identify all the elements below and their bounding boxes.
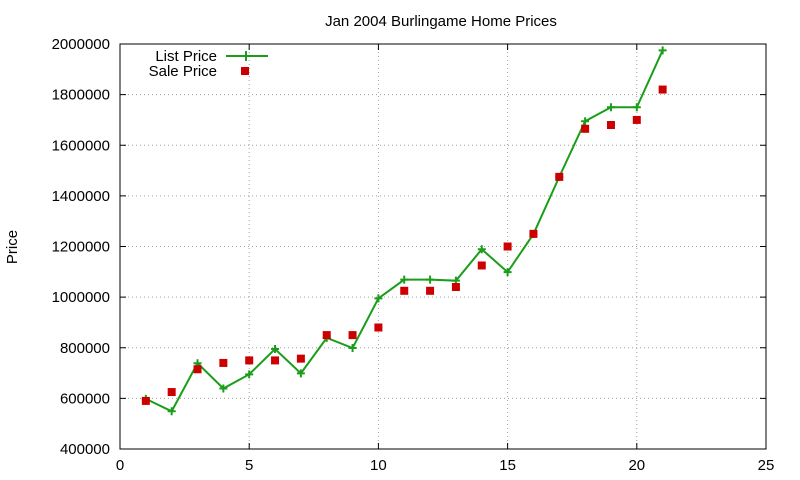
- legend-marker-sale-price: [241, 67, 249, 75]
- y-tick-label: 1800000: [52, 87, 110, 104]
- sale-price-point: [193, 365, 202, 374]
- sale-price-point: [348, 331, 357, 340]
- sale-price-point: [322, 331, 331, 340]
- sale-price-point: [219, 358, 228, 367]
- sale-price-point: [503, 242, 512, 251]
- y-tick-label: 400000: [60, 441, 110, 458]
- y-axis-label: Price: [4, 230, 21, 264]
- legend-plus-marker: [241, 51, 251, 61]
- legend-label-list-price: List Price: [155, 48, 217, 65]
- x-tick-label: 25: [758, 457, 775, 474]
- list-price-point: [245, 370, 254, 379]
- legend-label-sale-price: Sale Price: [149, 63, 217, 80]
- sale-price-point: [141, 396, 150, 405]
- list-price-point: [581, 117, 590, 126]
- x-tick-label: 0: [116, 457, 124, 474]
- list-price-point: [606, 103, 615, 112]
- sale-price-point: [400, 286, 409, 295]
- legend: List Price Sale Price: [149, 48, 268, 80]
- sale-price-point: [374, 323, 383, 332]
- list-price-point: [503, 268, 512, 277]
- list-price-point: [632, 103, 641, 112]
- list-price-point: [348, 344, 357, 353]
- legend-marker-list-price: [241, 51, 251, 61]
- sale-price-point: [658, 85, 667, 94]
- list-price-point: [658, 46, 667, 55]
- sale-price-point: [296, 354, 305, 363]
- list-price-point: [477, 245, 486, 254]
- list-price-point: [167, 407, 176, 416]
- sale-price-point: [529, 229, 538, 238]
- grid: [120, 44, 766, 449]
- list-price-point: [219, 384, 228, 393]
- y-tick-label: 1600000: [52, 137, 110, 154]
- chart-title: Jan 2004 Burlingame Home Prices: [325, 13, 557, 30]
- list-price-point: [271, 345, 280, 354]
- list-price-line: [145, 49, 664, 413]
- x-tick-label: 20: [628, 457, 645, 474]
- sale-price-point: [581, 124, 590, 133]
- list-price-point: [426, 275, 435, 284]
- y-tick-labels: 400000 600000 800000 1000000 1200000 1400000 1…: [52, 36, 110, 458]
- y-tick-label: 1400000: [52, 188, 110, 205]
- series: [141, 46, 667, 416]
- x-tick-label: 10: [370, 457, 387, 474]
- sale-price-point: [477, 261, 486, 270]
- sale-price-point: [167, 388, 176, 397]
- y-tick-label: 600000: [60, 390, 110, 407]
- list-price-point: [374, 294, 383, 303]
- x-tick-label: 5: [245, 457, 253, 474]
- plot-frame: [119, 43, 767, 450]
- y-tick-label: 1000000: [52, 289, 110, 306]
- sale-price-point: [632, 115, 641, 124]
- sale-price-point: [555, 172, 564, 181]
- sale-price-point: [606, 121, 615, 129]
- sale-price-point: [245, 356, 254, 365]
- x-tick-label: 15: [499, 457, 516, 474]
- list-price-point: [296, 369, 305, 378]
- sale-price-point: [451, 283, 460, 291]
- y-tick-label: 1200000: [52, 239, 110, 256]
- sale-price-point: [271, 356, 280, 365]
- y-tick-label: 800000: [60, 340, 110, 357]
- list-price-point: [400, 275, 409, 284]
- y-tick-label: 2000000: [52, 36, 110, 53]
- sale-price-point: [426, 286, 435, 295]
- x-tick-labels: 0 5 10 15 20 25: [116, 457, 775, 474]
